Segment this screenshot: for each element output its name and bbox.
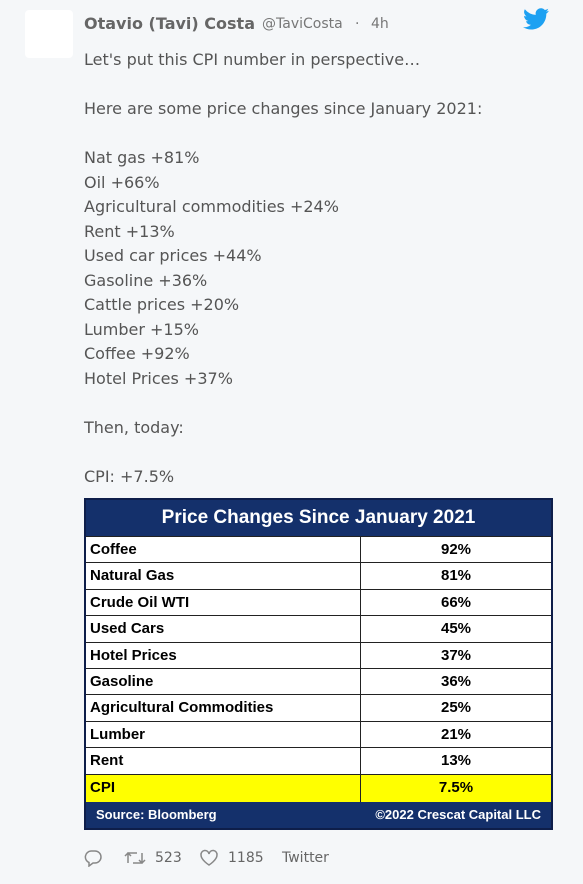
table-source: Source: Bloomberg	[96, 806, 217, 822]
tweet-list-item: Oil +66%	[84, 172, 160, 192]
table-footer: Source: Bloomberg ©2022 Crescat Capital …	[86, 801, 551, 828]
retweet-icon[interactable]	[124, 849, 146, 867]
table-cell: CPI	[86, 774, 361, 802]
table-highlight-row: CPI 7.5%	[86, 773, 551, 802]
tweet-text: Here are some price changes since Januar…	[84, 99, 483, 118]
tweet-list-item: Used car prices +44%	[84, 246, 262, 265]
tweet-text: CPI: +7.5%	[84, 467, 175, 486]
table-cell: Agricultural Commodities	[86, 695, 361, 721]
tweet-list-item: Hotel Prices +37%	[84, 368, 233, 388]
table-row: Natural Gas 81%	[86, 562, 551, 589]
table-cell: 25%	[440, 699, 472, 717]
table-row: Agricultural Commodities 25%	[86, 694, 551, 721]
table-cell: 7.5%	[438, 778, 474, 796]
table-copyright: ©2022 Crescat Capital LLC	[375, 806, 541, 822]
table-cell: Crude Oil WTI	[86, 589, 361, 616]
tweet-list-item: Gasoline +36%	[84, 270, 208, 290]
tweet-list-item: Coffee +92%	[84, 344, 190, 363]
table-cell: 92%	[440, 541, 472, 558]
reply-icon[interactable]	[84, 849, 102, 867]
table-title: Price Changes Since January 2021	[86, 500, 551, 536]
author-name[interactable]: Otavio (Tavi) Costa	[84, 14, 255, 33]
table-cell: Rent	[86, 748, 361, 774]
tweet-list-item: Nat gas +81%	[84, 148, 200, 167]
like-icon[interactable]	[199, 849, 219, 867]
table-cell: 45%	[440, 620, 472, 638]
table-cell: Used Cars	[86, 616, 361, 642]
table-row: Hotel Prices 37%	[86, 641, 551, 668]
table-cell: Lumber	[86, 721, 361, 748]
tweet-list-item: Rent +13%	[84, 221, 175, 241]
tweet-list-item: Lumber +15%	[84, 319, 199, 339]
table-cell: 66%	[440, 593, 472, 611]
table-cell: Hotel Prices	[86, 642, 361, 668]
avatar[interactable]	[25, 10, 73, 58]
table-cell: 81%	[440, 567, 472, 585]
table-row: Used Cars 45%	[86, 615, 551, 642]
table-body: Coffee 92% Natural Gas 81% Crude Oil WTI 66% U…	[86, 536, 551, 774]
tweet-text: Then, today:	[84, 418, 184, 437]
tweet-list-item: Cattle prices +20%	[84, 295, 240, 314]
table-cell: Natural Gas	[86, 563, 361, 589]
table-cell: 37%	[440, 646, 472, 664]
table-row: Gasoline 36%	[86, 667, 551, 695]
author-handle[interactable]: @TaviCosta	[262, 16, 343, 32]
table-cell: Coffee	[86, 537, 361, 563]
tweet-list-item: Agricultural commodities +24%	[84, 197, 339, 216]
like-count: 1185	[228, 850, 264, 866]
table-row: Lumber 21%	[86, 720, 551, 748]
table-row: Rent 13%	[86, 747, 551, 774]
table-cell: 36%	[440, 672, 472, 690]
tweet-text: Let's put this CPI number in perspective…	[84, 50, 421, 69]
price-table[interactable]: Price Changes Since January 2021 Coffee 9…	[84, 498, 553, 830]
source-app[interactable]: Twitter	[282, 850, 329, 866]
table-row: Crude Oil WTI 66%	[86, 588, 551, 616]
table-row: Coffee 92%	[86, 536, 551, 563]
twitter-logo[interactable]	[523, 8, 549, 30]
table-cell: Gasoline	[86, 668, 361, 695]
retweet-count: 523	[155, 850, 182, 866]
table-cell: 21%	[440, 725, 472, 743]
table-cell: 13%	[440, 752, 472, 770]
separator: ·	[355, 16, 360, 32]
timestamp[interactable]: 4h	[371, 16, 389, 32]
